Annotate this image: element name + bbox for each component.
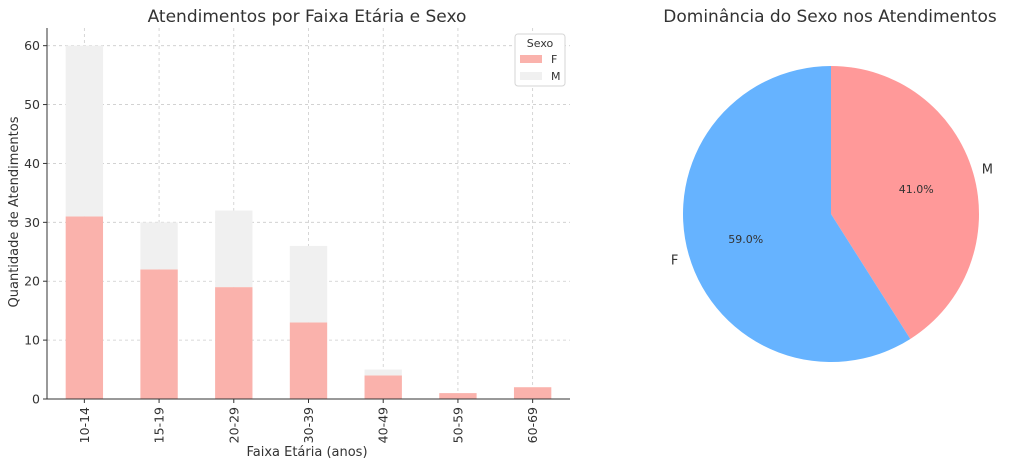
pie-slice-m [831,66,980,339]
bar-m-10-14 [65,45,104,217]
legend-label-f: F [551,53,557,66]
pie-slice-f [683,66,911,362]
x-tick-label: 50-59 [450,407,465,443]
bar-axes: 0 10 20 30 40 50 60 10-14 15-19 20-29 30-39 40-49 50… [24,28,570,443]
bar-m-30-39 [289,245,328,323]
bar-chart-title: Atendimentos por Faixa Etária e Sexo [148,7,467,27]
legend: Sexo F M [514,33,566,87]
y-tick-label: 10 [24,333,40,348]
bar-m-20-29 [215,210,253,288]
legend-swatch-f [520,55,542,63]
y-tick-label: 60 [24,38,40,53]
pie-chart-title: Dominância do Sexo nos Atendimentos [663,7,997,27]
pie-chart: Dominância do Sexo nos Atendimentos 41.0… [663,7,997,362]
x-tick-label: 40-49 [376,407,391,443]
bar-f-60-69 [513,387,552,399]
legend-label-m: M [551,70,561,83]
y-tick-label: 30 [24,215,40,230]
x-tick-label: 20-29 [226,407,241,443]
pie-label-f: F [671,253,678,268]
bar-m-40-49 [364,369,402,376]
x-tick-label: 10-14 [77,407,92,443]
x-tick-label: 60-69 [525,407,540,443]
y-axis-label: Quantidade de Atendimentos [7,116,22,307]
bar-chart: Atendimentos por Faixa Etária e Sexo 0 10… [7,7,570,460]
bar-f-30-39 [289,322,328,399]
bar-m-15-19 [140,222,178,270]
y-tick-label: 40 [24,156,40,171]
pie-label-m: M [982,163,993,178]
bar-f-40-49 [364,375,402,399]
pie-pct-label-m: 41.0% [899,183,934,196]
y-tick-label: 50 [24,97,40,112]
bar-f-50-59 [439,393,477,399]
bar-f-15-19 [140,269,178,399]
y-tick-label: 20 [24,274,40,289]
legend-swatch-m [520,72,542,80]
bar-f-10-14 [65,216,104,399]
pie-pct-label-f: 59.0% [728,233,763,246]
legend-title: Sexo [527,37,554,50]
x-tick-label: 15-19 [152,407,167,443]
bar-f-20-29 [215,287,253,399]
x-axis-label: Faixa Etária (anos) [246,445,367,460]
y-tick-label: 0 [32,392,40,407]
pie-marks: 41.0% M 59.0% F [671,66,993,362]
bar-marks [65,45,552,399]
x-tick-label: 30-39 [301,407,316,443]
